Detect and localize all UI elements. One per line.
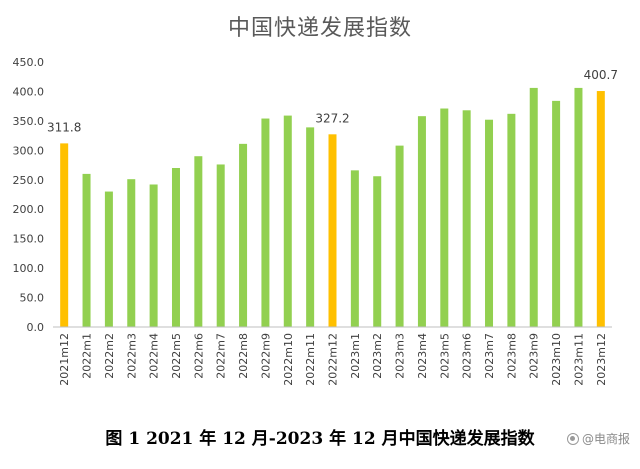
y-tick-label: 250.0 xyxy=(13,174,45,187)
bar xyxy=(350,170,359,327)
bar xyxy=(574,87,583,328)
bar xyxy=(104,191,113,327)
x-tick-label: 2023m11 xyxy=(572,333,585,386)
watermark-text: @电商报 xyxy=(581,432,630,446)
x-tick-label: 2023m3 xyxy=(394,333,407,379)
bar xyxy=(283,115,292,327)
x-tick-label: 2022m11 xyxy=(304,333,317,386)
bar xyxy=(261,118,270,328)
bar xyxy=(171,168,180,327)
y-tick-label: 400.0 xyxy=(13,85,45,98)
x-tick-label: 2022m8 xyxy=(237,333,250,379)
data-label: 327.2 xyxy=(315,111,349,125)
y-tick-label: 50.0 xyxy=(20,292,45,305)
y-tick-label: 100.0 xyxy=(13,262,45,275)
bars xyxy=(60,87,605,328)
x-tick-label: 2022m9 xyxy=(259,333,272,379)
x-tick-label: 2023m1 xyxy=(349,333,362,379)
y-tick-label: 0.0 xyxy=(27,321,45,334)
bar xyxy=(462,110,471,328)
x-tick-label: 2022m2 xyxy=(103,333,116,379)
y-tick-label: 200.0 xyxy=(13,203,45,216)
figure-caption: 图 1 2021 年 12 月-2023 年 12 月中国快递发展指数 xyxy=(105,429,535,449)
bar xyxy=(239,143,248,327)
bar xyxy=(440,108,449,328)
x-tick-label: 2023m7 xyxy=(483,333,496,379)
x-tick-label: 2022m6 xyxy=(192,333,205,379)
x-tick-label: 2023m9 xyxy=(528,333,541,379)
bar xyxy=(82,173,91,327)
x-tick-label: 2022m10 xyxy=(282,333,295,386)
bar xyxy=(306,127,315,327)
bar xyxy=(328,134,337,327)
y-tick-label: 450.0 xyxy=(13,56,45,69)
bar xyxy=(127,179,136,327)
bar xyxy=(395,145,404,327)
data-label: 400.7 xyxy=(584,68,618,82)
x-tick-label: 2023m5 xyxy=(438,333,451,379)
x-tick-label: 2023m8 xyxy=(505,333,518,379)
x-tick-label: 2023m2 xyxy=(371,333,384,379)
x-tick-label: 2022m12 xyxy=(327,333,340,386)
x-tick-label: 2023m10 xyxy=(550,333,563,386)
bar xyxy=(216,164,225,327)
x-axis: 2021m12 2022m1 2022m2 2022m3 2022m4 2022m5 202… xyxy=(53,326,612,386)
x-tick-label: 2023m6 xyxy=(461,333,474,379)
x-tick-label: 2021m12 xyxy=(58,333,71,386)
x-tick-label: 2022m3 xyxy=(125,333,138,379)
watermark: @电商报 xyxy=(566,430,630,447)
bar xyxy=(552,100,561,327)
bar xyxy=(529,87,538,328)
bar xyxy=(373,176,382,327)
bar xyxy=(485,119,494,327)
y-tick-label: 150.0 xyxy=(13,233,45,246)
y-axis: 0.0 50.0 100.0 150.0 200.0 250.0 300.0 350.0 400… xyxy=(13,56,45,334)
data-labels: 311.8 327.2 400.7 xyxy=(47,68,618,134)
circle-logo-icon xyxy=(566,432,579,445)
x-tick-label: 2022m7 xyxy=(215,333,228,379)
y-tick-label: 300.0 xyxy=(13,144,45,157)
bar xyxy=(596,91,605,327)
bar xyxy=(194,156,203,327)
bar xyxy=(507,113,516,327)
bar xyxy=(60,143,69,327)
x-tick-label: 2023m4 xyxy=(416,333,429,379)
data-label: 311.8 xyxy=(47,120,81,134)
x-tick-label: 2022m5 xyxy=(170,333,183,379)
x-tick-label: 2023m12 xyxy=(595,333,608,386)
bar xyxy=(149,184,158,327)
chart-title: 中国快递发展指数 xyxy=(227,16,412,41)
y-tick-label: 350.0 xyxy=(13,115,45,128)
x-tick-label: 2022m4 xyxy=(148,333,161,379)
bar xyxy=(417,116,426,327)
x-tick-label: 2022m1 xyxy=(81,333,94,379)
